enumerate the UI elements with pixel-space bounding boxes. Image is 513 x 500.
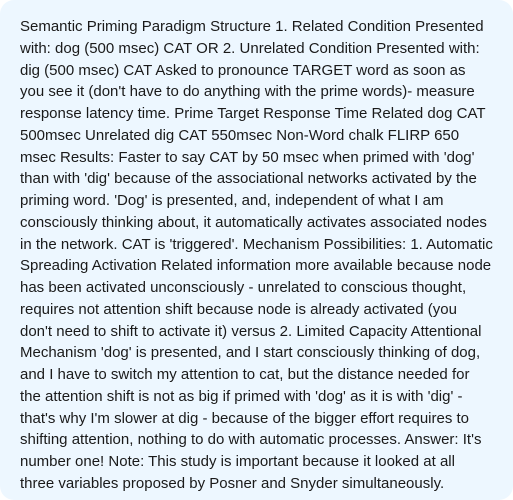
notes-card: Semantic Priming Paradigm Structure 1. R… [0, 0, 513, 500]
notes-body-text: Semantic Priming Paradigm Structure 1. R… [20, 16, 493, 495]
